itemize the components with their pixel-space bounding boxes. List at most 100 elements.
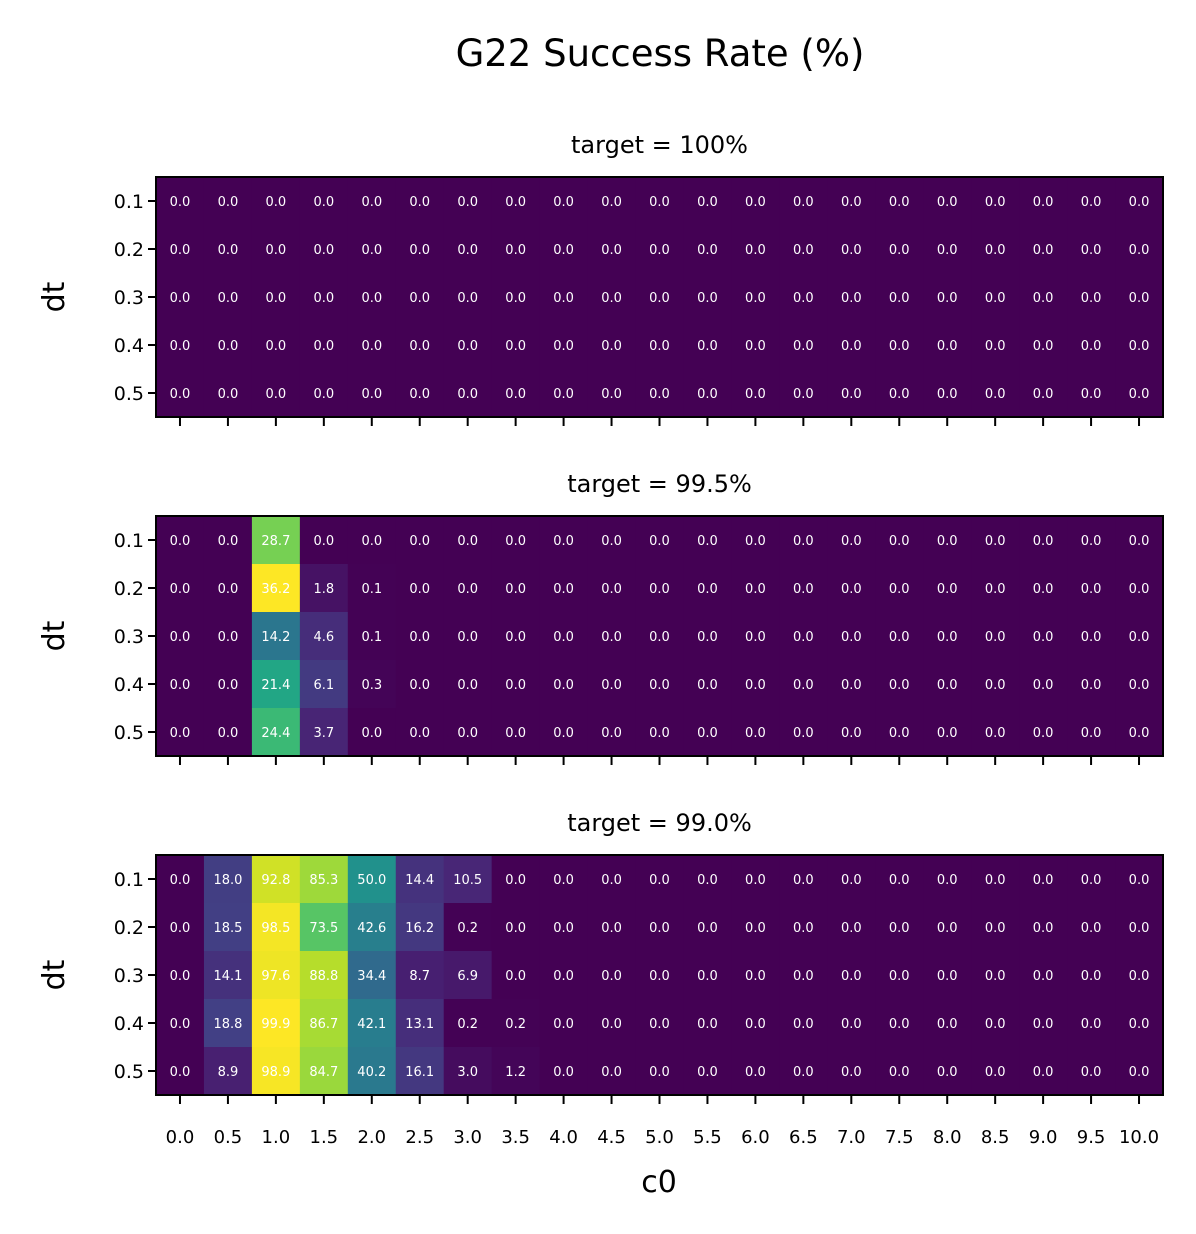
cell-value-label: 0.0 [457, 339, 478, 354]
heatmap-cell [1067, 273, 1116, 322]
cell-value-label: 28.7 [261, 534, 290, 549]
heatmap-cell [203, 321, 253, 370]
heatmap-cell [827, 903, 876, 952]
cell-value-label: 0.0 [697, 1017, 718, 1032]
heatmap-cell [491, 273, 541, 322]
cell-value-label: 0.0 [313, 339, 334, 354]
heatmap-cell [779, 660, 828, 709]
heatmap-cell [731, 369, 780, 418]
cell-value-label: 0.0 [1033, 873, 1054, 888]
cell-value-label: 0.0 [649, 243, 670, 258]
heatmap-cell [587, 708, 637, 757]
heatmap-cell [251, 660, 301, 709]
cell-value-label: 0.0 [601, 582, 622, 597]
cell-value-label: 0.0 [745, 582, 766, 597]
heatmap-cell [251, 321, 301, 370]
cell-value-label: 0.0 [745, 726, 766, 741]
heatmap-cell [827, 273, 876, 322]
heatmap-cell [251, 999, 301, 1048]
heatmap-cell [1115, 612, 1164, 661]
heatmap-cell [1019, 516, 1068, 565]
cell-value-label: 0.0 [1129, 291, 1150, 306]
x-tick-label: 8.0 [933, 1127, 962, 1148]
cell-value-label: 0.0 [697, 921, 718, 936]
heatmap-cell [443, 564, 493, 613]
heatmap-cell [347, 612, 397, 661]
cell-value-label: 84.7 [309, 1065, 338, 1080]
cell-value-label: 0.0 [841, 726, 862, 741]
cell-value-label: 1.2 [505, 1065, 526, 1080]
heatmap-cell [443, 321, 493, 370]
cell-value-label: 0.0 [745, 387, 766, 402]
heatmap-cell [395, 951, 445, 1000]
heatmap-cell [251, 855, 301, 904]
cell-value-label: 0.0 [361, 243, 382, 258]
heatmap-cell [635, 1047, 684, 1096]
heatmap-cell [1115, 855, 1164, 904]
heatmap-cell [539, 564, 589, 613]
cell-value-label: 0.0 [649, 339, 670, 354]
cell-value-label: 0.0 [601, 678, 622, 693]
cell-value-label: 0.0 [649, 873, 670, 888]
heatmap-cell [443, 951, 493, 1000]
cell-value-label: 0.0 [985, 195, 1006, 210]
x-tick-label: 1.0 [262, 1127, 291, 1148]
heatmap-cell [491, 708, 541, 757]
cell-value-label: 0.0 [457, 195, 478, 210]
heatmap-cell [1115, 321, 1164, 370]
heatmap-cell [1115, 516, 1164, 565]
x-tick-label: 2.5 [405, 1127, 434, 1148]
heatmap-cell [539, 516, 589, 565]
cell-value-label: 92.8 [261, 873, 290, 888]
cell-value-label: 14.4 [405, 873, 434, 888]
cell-value-label: 0.0 [505, 534, 526, 549]
heatmap-cell [156, 1047, 205, 1096]
heatmap-cell [923, 660, 972, 709]
cell-value-label: 4.6 [313, 630, 334, 645]
cell-value-label: 0.0 [170, 969, 191, 984]
cell-value-label: 0.0 [1081, 582, 1102, 597]
cell-value-label: 0.0 [745, 339, 766, 354]
heatmap-cell [731, 999, 780, 1048]
y-tick-label: 0.5 [114, 1061, 144, 1083]
cell-value-label: 0.0 [889, 291, 910, 306]
cell-value-label: 0.0 [937, 1017, 958, 1032]
cell-value-label: 0.0 [697, 291, 718, 306]
heatmap-cell [1067, 564, 1116, 613]
cell-value-label: 0.0 [1081, 291, 1102, 306]
cell-value-label: 36.2 [261, 582, 290, 597]
cell-value-label: 0.0 [553, 534, 574, 549]
heatmap-cell [635, 855, 684, 904]
heatmap-cell [443, 1047, 493, 1096]
heatmap-cell [731, 660, 780, 709]
heatmap-cell [779, 999, 828, 1048]
heatmap-cell [635, 951, 684, 1000]
heatmap-cell [1067, 612, 1116, 661]
heatmap-cell [635, 660, 684, 709]
cell-value-label: 0.0 [170, 1065, 191, 1080]
cell-value-label: 99.9 [261, 1017, 290, 1032]
cell-value-label: 0.0 [889, 630, 910, 645]
heatmap-cell [971, 225, 1020, 274]
heatmap-cell [203, 855, 253, 904]
cell-value-label: 0.0 [697, 678, 718, 693]
heatmap-cell [971, 564, 1020, 613]
cell-value-label: 0.0 [170, 1017, 191, 1032]
cell-value-label: 0.0 [697, 873, 718, 888]
heatmap-cell [1019, 177, 1068, 226]
heatmap-cell [443, 903, 493, 952]
x-tick-label: 5.0 [645, 1127, 674, 1148]
heatmap-cell [923, 612, 972, 661]
cell-value-label: 0.0 [170, 726, 191, 741]
y-tick-label: 0.2 [114, 578, 144, 600]
heatmap-cell [539, 999, 589, 1048]
cell-value-label: 0.0 [409, 387, 430, 402]
heatmap-cell [539, 660, 589, 709]
heatmap-cell [875, 903, 924, 952]
heatmap-cell [923, 903, 972, 952]
cell-value-label: 0.0 [841, 969, 862, 984]
cell-value-label: 0.0 [697, 582, 718, 597]
heatmap-cell [539, 903, 589, 952]
heatmap-cell [971, 1047, 1020, 1096]
heatmap-cell [203, 516, 253, 565]
